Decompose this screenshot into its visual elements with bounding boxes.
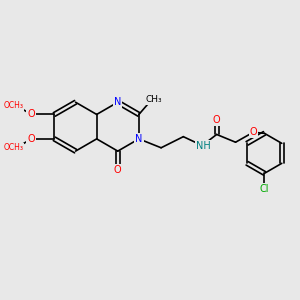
Text: O: O xyxy=(250,127,257,137)
Text: O: O xyxy=(114,165,122,175)
Text: O: O xyxy=(27,134,35,144)
Text: O: O xyxy=(213,115,220,125)
Text: OCH₃: OCH₃ xyxy=(3,143,23,152)
Text: N: N xyxy=(114,97,122,107)
Text: N: N xyxy=(135,134,142,144)
Text: NH: NH xyxy=(196,141,211,151)
Text: CH₃: CH₃ xyxy=(145,95,162,104)
Text: O: O xyxy=(27,110,35,119)
Text: OCH₃: OCH₃ xyxy=(3,101,23,110)
Text: Cl: Cl xyxy=(260,184,269,194)
